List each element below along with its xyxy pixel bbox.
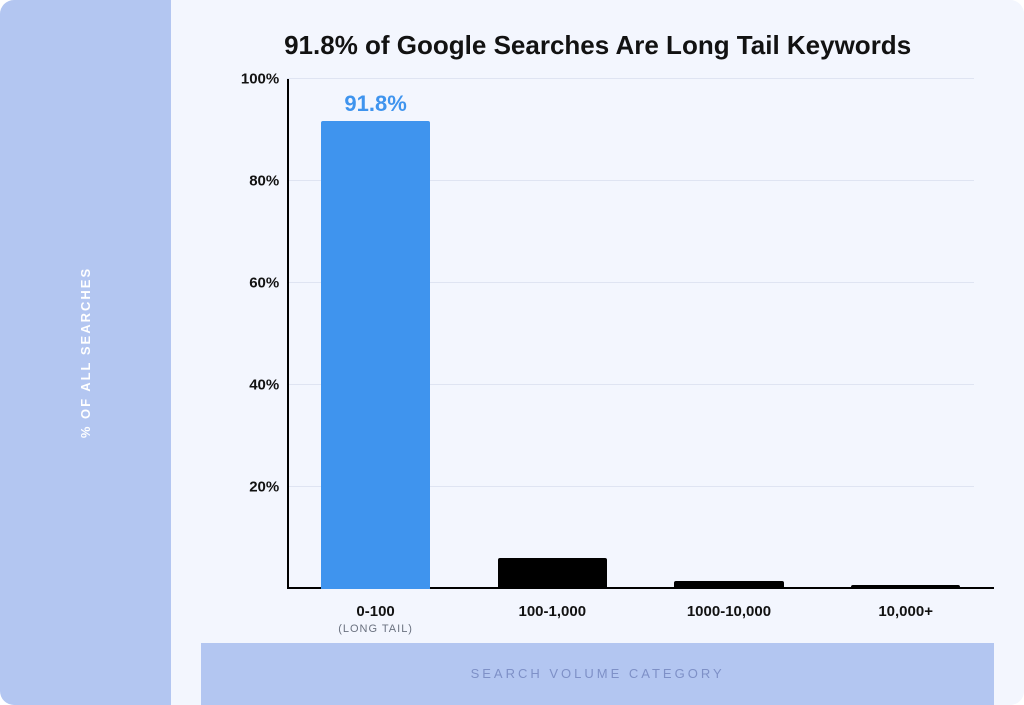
bar-slot [464,79,641,589]
y-tick-label: 100% [241,71,279,88]
y-tick-label: 40% [249,377,279,394]
x-axis-labels: 0-100 (LONG TAIL)100-1,0001000-10,00010,0… [287,589,994,643]
x-tick-label: 10,000+ [817,603,994,621]
x-axis-title-row: SEARCH VOLUME CATEGORY [201,643,994,705]
y-tick-label: 60% [249,275,279,292]
bar [321,121,431,589]
x-axis-title: SEARCH VOLUME CATEGORY [471,666,725,681]
bar-value-label: 91.8% [344,91,406,117]
bar-slot [641,79,818,589]
y-axis-ticks: 20%40%60%80%100% [231,79,287,589]
bar-slot: 91.8% [287,79,464,589]
x-tick-label: 100-1,000 [464,603,641,621]
chart-main: 91.8% of Google Searches Are Long Tail K… [171,0,1024,705]
side-strip: % OF ALL SEARCHES [0,0,171,705]
y-tick-label: 20% [249,479,279,496]
x-label-slot: 100-1,000 [464,603,641,635]
x-tick-label: 1000-10,000 [641,603,818,621]
chart-card: % OF ALL SEARCHES 91.8% of Google Search… [0,0,1024,705]
bar-slot [817,79,994,589]
x-label-slot: 10,000+ [817,603,994,635]
bar [851,585,961,589]
x-tick-label: 0-100 [287,603,464,621]
chart-area: 20%40%60%80%100% 91.8% 0-100(LONG TAIL)1… [201,79,994,705]
plot-area: 91.8% [287,79,994,589]
chart-title: 91.8% of Google Searches Are Long Tail K… [201,30,994,61]
x-label-slot: 0-100 (LONG TAIL) [287,603,464,635]
bar [674,581,784,589]
y-tick-label: 80% [249,173,279,190]
x-label-slot: 1000-10,000 [641,603,818,635]
x-tick-sublabel: (LONG TAIL) [287,623,464,635]
bars-container: 91.8% [287,79,994,589]
bar [498,558,608,589]
side-strip-label: % OF ALL SEARCHES [78,267,93,438]
